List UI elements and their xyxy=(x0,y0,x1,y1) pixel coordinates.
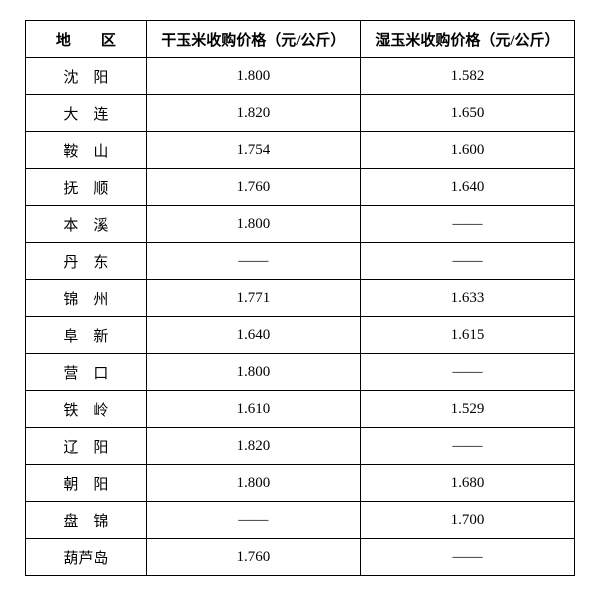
cell-wet: —— xyxy=(360,428,574,465)
col-header-wet: 湿玉米收购价格（元/公斤） xyxy=(360,21,574,58)
cell-region: 锦 州 xyxy=(26,280,147,317)
cell-region: 葫芦岛 xyxy=(26,539,147,576)
cell-region: 营 口 xyxy=(26,354,147,391)
cell-region: 丹 东 xyxy=(26,243,147,280)
cell-wet: —— xyxy=(360,243,574,280)
cell-dry: 1.760 xyxy=(146,169,360,206)
table-row: 沈 阳 1.800 1.582 xyxy=(26,58,575,95)
corn-price-table: 地 区 干玉米收购价格（元/公斤） 湿玉米收购价格（元/公斤） 沈 阳 1.80… xyxy=(25,20,575,576)
cell-wet: 1.600 xyxy=(360,132,574,169)
cell-region: 沈 阳 xyxy=(26,58,147,95)
cell-region: 辽 阳 xyxy=(26,428,147,465)
col-header-dry: 干玉米收购价格（元/公斤） xyxy=(146,21,360,58)
cell-dry: 1.800 xyxy=(146,206,360,243)
cell-wet: 1.700 xyxy=(360,502,574,539)
table-row: 丹 东 —— —— xyxy=(26,243,575,280)
table-row: 鞍 山 1.754 1.600 xyxy=(26,132,575,169)
table-row: 朝 阳 1.800 1.680 xyxy=(26,465,575,502)
cell-region: 盘 锦 xyxy=(26,502,147,539)
cell-region: 朝 阳 xyxy=(26,465,147,502)
table-row: 抚 顺 1.760 1.640 xyxy=(26,169,575,206)
table-row: 葫芦岛 1.760 —— xyxy=(26,539,575,576)
table-row: 本 溪 1.800 —— xyxy=(26,206,575,243)
cell-wet: 1.582 xyxy=(360,58,574,95)
table-row: 盘 锦 —— 1.700 xyxy=(26,502,575,539)
cell-region: 本 溪 xyxy=(26,206,147,243)
table-header-row: 地 区 干玉米收购价格（元/公斤） 湿玉米收购价格（元/公斤） xyxy=(26,21,575,58)
cell-wet: 1.633 xyxy=(360,280,574,317)
cell-wet: —— xyxy=(360,539,574,576)
cell-wet: 1.680 xyxy=(360,465,574,502)
cell-dry: 1.610 xyxy=(146,391,360,428)
cell-wet: —— xyxy=(360,206,574,243)
cell-wet: 1.650 xyxy=(360,95,574,132)
cell-wet: 1.529 xyxy=(360,391,574,428)
cell-dry: 1.771 xyxy=(146,280,360,317)
table-row: 辽 阳 1.820 —— xyxy=(26,428,575,465)
table-row: 阜 新 1.640 1.615 xyxy=(26,317,575,354)
cell-dry: 1.800 xyxy=(146,58,360,95)
cell-wet: 1.615 xyxy=(360,317,574,354)
cell-dry: 1.754 xyxy=(146,132,360,169)
table-body: 沈 阳 1.800 1.582 大 连 1.820 1.650 鞍 山 1.75… xyxy=(26,58,575,576)
table-row: 大 连 1.820 1.650 xyxy=(26,95,575,132)
cell-dry: 1.640 xyxy=(146,317,360,354)
cell-region: 抚 顺 xyxy=(26,169,147,206)
cell-dry: —— xyxy=(146,502,360,539)
cell-region: 鞍 山 xyxy=(26,132,147,169)
cell-region: 阜 新 xyxy=(26,317,147,354)
col-header-region: 地 区 xyxy=(26,21,147,58)
cell-region: 大 连 xyxy=(26,95,147,132)
cell-dry: 1.800 xyxy=(146,354,360,391)
cell-wet: —— xyxy=(360,354,574,391)
cell-dry: 1.760 xyxy=(146,539,360,576)
cell-region: 铁 岭 xyxy=(26,391,147,428)
cell-dry: 1.820 xyxy=(146,428,360,465)
cell-dry: —— xyxy=(146,243,360,280)
cell-dry: 1.800 xyxy=(146,465,360,502)
cell-wet: 1.640 xyxy=(360,169,574,206)
cell-dry: 1.820 xyxy=(146,95,360,132)
table-row: 锦 州 1.771 1.633 xyxy=(26,280,575,317)
table-row: 铁 岭 1.610 1.529 xyxy=(26,391,575,428)
table-row: 营 口 1.800 —— xyxy=(26,354,575,391)
